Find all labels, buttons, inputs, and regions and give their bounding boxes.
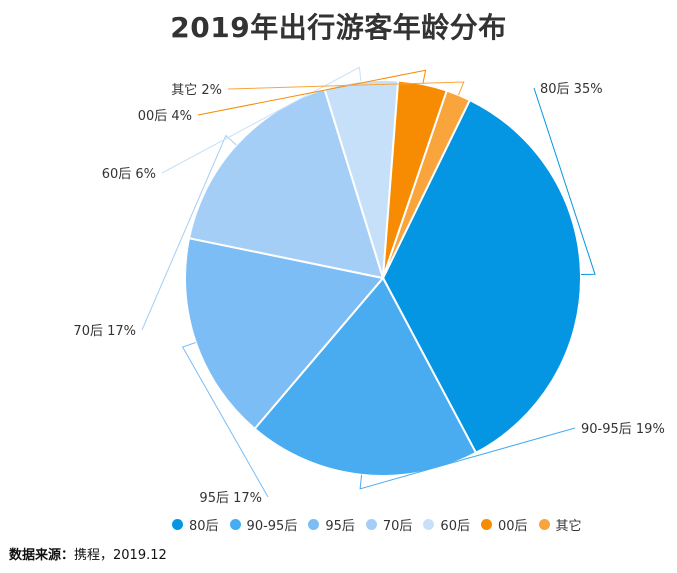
- slice-3-leader-line: [181, 342, 269, 498]
- slice-2-leader-line: [359, 427, 576, 490]
- legend-label: 00后: [497, 518, 528, 534]
- data-source: 数据来源：携程，2019.12: [9, 544, 167, 563]
- data-source-text: 携程，2019.12: [74, 548, 167, 563]
- chart-title: 2019年出行游客年龄分布: [170, 11, 507, 44]
- slice-1: [382, 99, 582, 454]
- legend-item-3: 95后: [308, 515, 355, 534]
- legend-marker: [365, 518, 377, 530]
- legend-item-5: 60后: [423, 515, 470, 534]
- legend-marker: [229, 518, 241, 530]
- slice-2: [253, 277, 477, 477]
- slice-4-leader-line: [141, 134, 237, 331]
- slice-7: [382, 89, 471, 279]
- slice-5-leader-line: [161, 66, 362, 174]
- legend-label: 95后: [325, 518, 355, 534]
- chart-legend: 80后 90-95后 95后 70后 60后 00后 其它: [172, 514, 612, 534]
- legend-label: 其它: [555, 518, 582, 534]
- slice-6-label: 00后 4%: [138, 109, 192, 124]
- slice-1-label: 80后 35%: [540, 82, 603, 97]
- legend-marker: [423, 518, 435, 530]
- slice-4-label: 70后 17%: [73, 324, 136, 339]
- legend-marker: [308, 518, 320, 530]
- legend-label: 80后: [189, 518, 219, 534]
- data-source-label: 数据来源：: [9, 548, 75, 563]
- legend-marker: [538, 518, 550, 530]
- legend-item-4: 70后: [365, 515, 413, 534]
- slice-5-label: 60后 6%: [102, 167, 156, 182]
- legend-marker: [172, 518, 183, 530]
- slice-3-label: 95后 17%: [199, 491, 262, 506]
- legend-item-6: 00后: [480, 515, 528, 534]
- legend-item-2: 90-95后: [229, 515, 298, 534]
- legend-item-1: 80后: [172, 515, 219, 534]
- slice-7-label: 其它 2%: [171, 82, 222, 98]
- legend-item-7: 其它: [538, 515, 582, 534]
- slice-1-leader-line: [533, 87, 596, 275]
- slice-2-label: 90-95后 19%: [581, 422, 665, 437]
- slice-7-leader-line: [227, 81, 465, 96]
- slice-3: [184, 237, 384, 430]
- slice-6-leader-line: [197, 69, 427, 116]
- legend-label: 90-95后: [246, 518, 298, 534]
- legend-label: 70后: [382, 518, 413, 534]
- legend-label: 60后: [440, 518, 470, 534]
- legend-marker: [480, 518, 492, 530]
